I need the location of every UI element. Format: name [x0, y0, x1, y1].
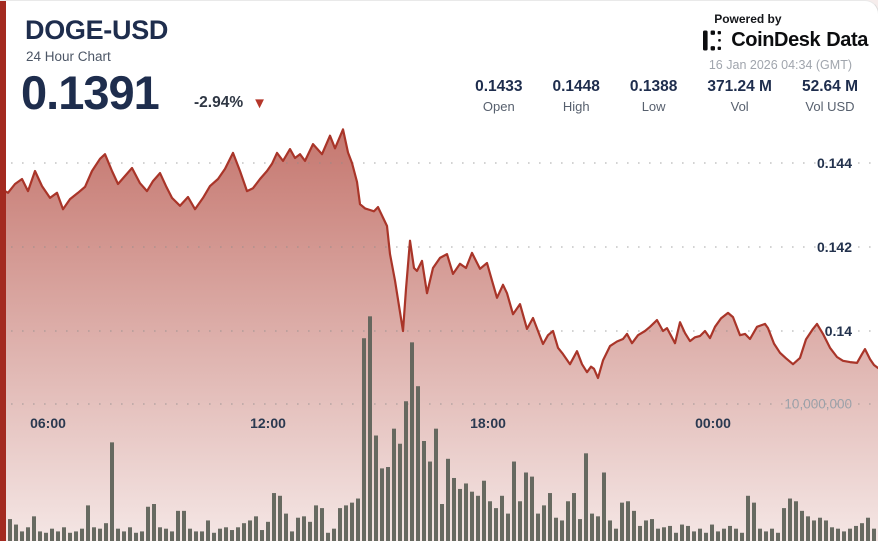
left-accent-stripe: [0, 1, 6, 541]
coindesk-logo-icon: [703, 30, 724, 51]
coindesk-data-logo[interactable]: CoinDesk Data: [703, 29, 868, 52]
brand-name-secondary: Data: [826, 29, 868, 52]
brand-name-main: CoinDesk: [731, 29, 820, 52]
